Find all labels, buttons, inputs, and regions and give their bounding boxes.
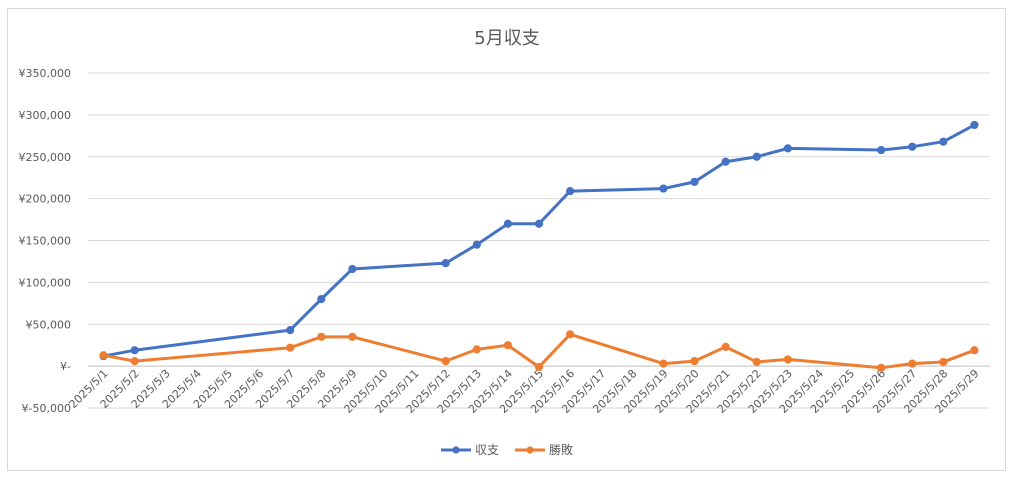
data-point <box>659 184 668 193</box>
legend-item: 勝敗 <box>515 442 573 457</box>
data-point <box>441 357 450 366</box>
x-axis-ticks: 2025/5/12025/5/22025/5/32025/5/42025/5/5… <box>67 367 982 416</box>
legend: 収支 勝敗 <box>441 442 573 457</box>
data-point <box>783 144 792 153</box>
data-point <box>783 355 792 364</box>
data-point <box>659 359 668 368</box>
data-point <box>534 362 544 372</box>
y-tick-label: ¥100,000 <box>19 276 72 289</box>
data-point <box>99 351 108 360</box>
data-point <box>317 332 326 341</box>
data-point <box>970 346 979 355</box>
legend-label: 勝敗 <box>549 442 573 457</box>
series-line <box>103 332 975 370</box>
data-point <box>566 330 575 339</box>
data-point <box>317 295 326 304</box>
y-axis-ticks: ¥-50,000 ¥- ¥50,000 ¥100,000 ¥150,000 ¥200,00… <box>19 67 72 415</box>
legend-item: 収支 <box>441 443 499 457</box>
data-point <box>286 343 295 352</box>
data-point <box>472 345 481 354</box>
data-point <box>348 264 357 274</box>
y-tick-label: ¥-50,000 <box>22 402 71 415</box>
data-point <box>690 357 699 366</box>
data-point <box>130 346 139 355</box>
data-point <box>441 259 450 268</box>
data-point <box>877 145 886 155</box>
data-point <box>908 142 917 151</box>
gridlines <box>88 72 990 409</box>
legend-marker <box>526 446 534 454</box>
y-tick-label: ¥250,000 <box>19 151 72 164</box>
y-tick-label: ¥200,000 <box>19 193 72 206</box>
series-layer <box>99 120 979 372</box>
y-tick-label: ¥350,000 <box>19 67 72 80</box>
data-point <box>970 120 979 130</box>
data-point <box>939 357 948 367</box>
series-1 <box>99 120 979 361</box>
data-point <box>939 137 948 146</box>
data-point <box>908 359 917 368</box>
data-point <box>534 219 544 228</box>
y-tick-label: ¥150,000 <box>19 235 72 248</box>
data-point <box>472 240 481 249</box>
data-point <box>877 363 886 372</box>
data-point <box>503 219 512 228</box>
data-point <box>566 186 575 196</box>
data-point <box>503 341 512 350</box>
data-point <box>130 357 139 366</box>
legend-label: 収支 <box>475 443 499 457</box>
data-point <box>721 342 730 351</box>
data-point <box>348 332 357 341</box>
y-tick-label: ¥300,000 <box>19 109 72 122</box>
chart-title: 5月収支 <box>474 28 539 49</box>
data-point <box>752 357 761 367</box>
legend-marker <box>452 446 460 454</box>
data-point <box>721 157 730 166</box>
data-point <box>752 152 761 161</box>
chart-frame <box>7 8 1006 471</box>
data-point <box>690 177 699 186</box>
data-point <box>286 326 295 335</box>
y-tick-label: ¥50,000 <box>26 318 72 331</box>
series-2 <box>99 330 979 372</box>
y-tick-label: ¥- <box>60 360 71 373</box>
